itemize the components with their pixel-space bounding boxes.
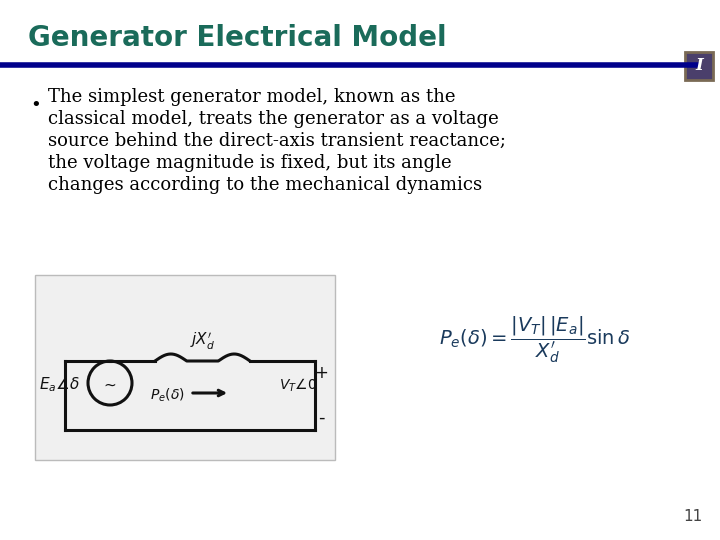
Text: classical model, treats the generator as a voltage: classical model, treats the generator as… xyxy=(48,110,499,128)
FancyBboxPatch shape xyxy=(35,275,335,460)
Text: changes according to the mechanical dynamics: changes according to the mechanical dyna… xyxy=(48,176,482,194)
Text: $P_e(\delta)=\dfrac{|V_T|\,|E_a|}{X_d^{\prime}}\sin\delta$: $P_e(\delta)=\dfrac{|V_T|\,|E_a|}{X_d^{\… xyxy=(439,314,631,366)
Text: -: - xyxy=(318,409,324,427)
Text: $V_T\angle 0$: $V_T\angle 0$ xyxy=(279,376,317,394)
Text: 11: 11 xyxy=(684,509,703,524)
Text: $jX_d'$: $jX_d'$ xyxy=(190,330,215,352)
Text: ~: ~ xyxy=(104,377,117,393)
Text: The simplest generator model, known as the: The simplest generator model, known as t… xyxy=(48,88,456,106)
Text: I: I xyxy=(695,57,703,75)
Text: source behind the direct-axis transient reactance;: source behind the direct-axis transient … xyxy=(48,132,506,150)
Text: •: • xyxy=(30,96,41,114)
FancyBboxPatch shape xyxy=(685,52,713,80)
Text: +: + xyxy=(314,364,328,382)
Text: $P_e(\delta)$: $P_e(\delta)$ xyxy=(150,386,185,404)
Text: Generator Electrical Model: Generator Electrical Model xyxy=(28,24,446,52)
Text: the voltage magnitude is fixed, but its angle: the voltage magnitude is fixed, but its … xyxy=(48,154,451,172)
Text: $E_a \angle\delta$: $E_a \angle\delta$ xyxy=(39,376,80,394)
